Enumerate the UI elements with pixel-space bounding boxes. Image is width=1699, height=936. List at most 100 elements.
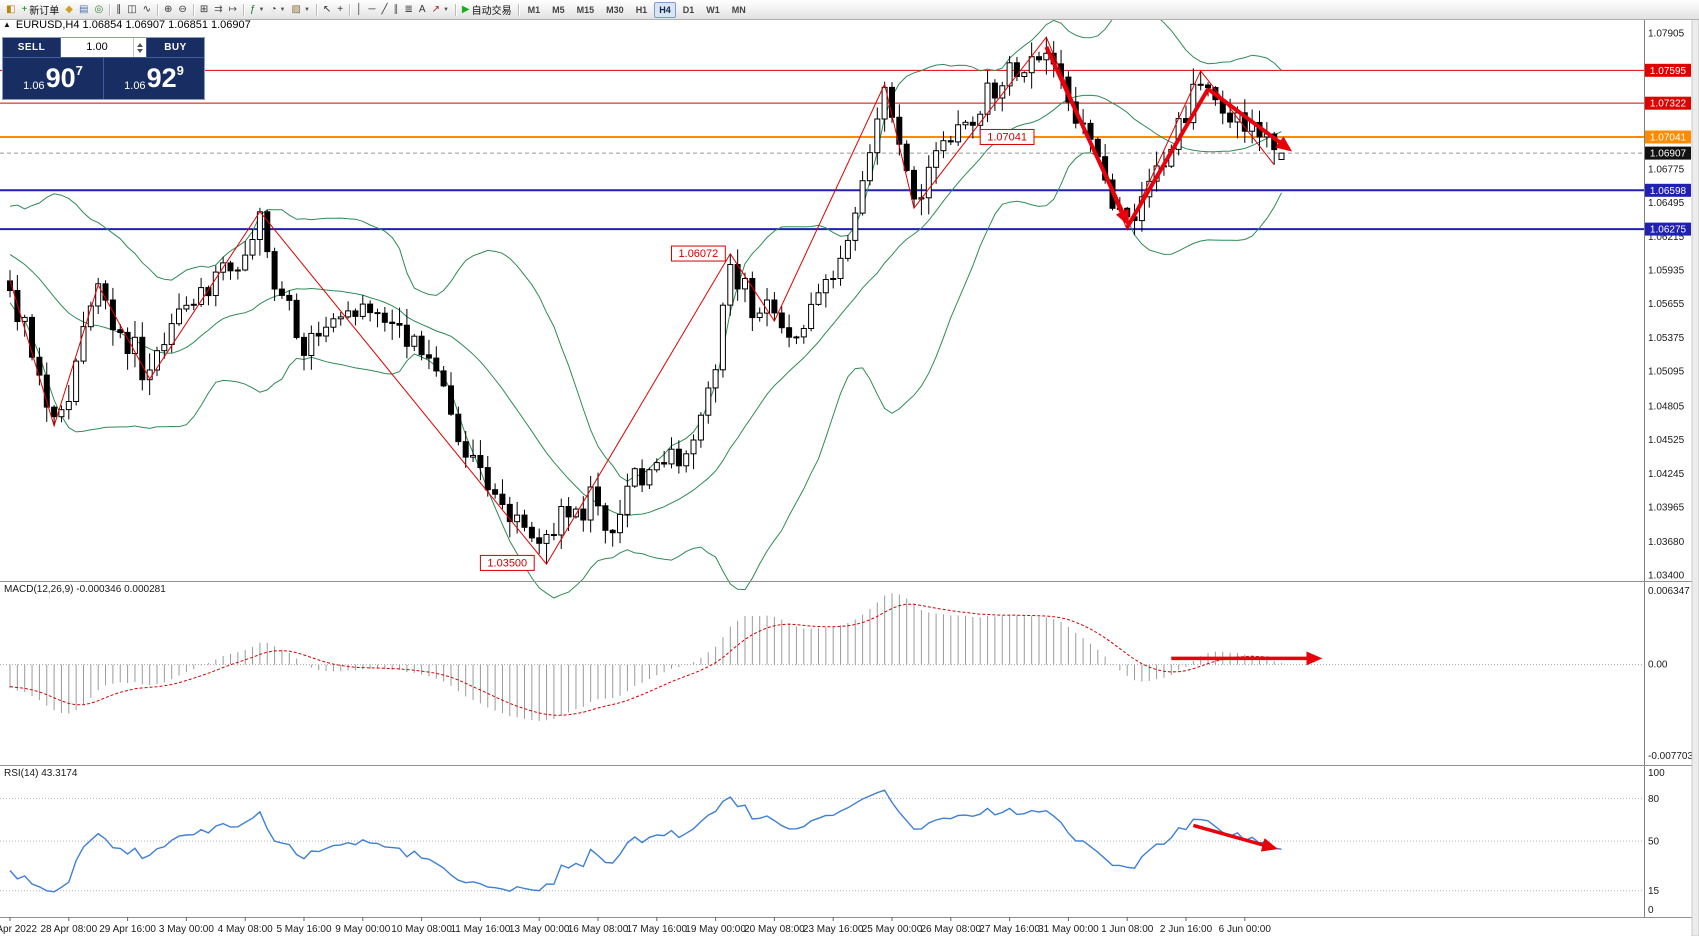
candle-body [852, 212, 859, 241]
zoom-in-button[interactable]: ⊕ [161, 3, 175, 17]
timeframe-m15[interactable]: M15 [576, 4, 595, 15]
trendline-button[interactable]: ╱ [378, 3, 390, 17]
market-watch-button[interactable]: ◆ [62, 3, 76, 17]
horizontal-line-button-icon: ─ [368, 3, 376, 15]
rsi-trend-arrow[interactable] [1192, 823, 1279, 852]
time-label: 2 Jun 16:00 [1160, 924, 1213, 935]
candle-body [602, 505, 609, 531]
annotation-1.07041[interactable]: 1.07041 [979, 128, 1035, 145]
time-label: 5 May 16:00 [276, 924, 331, 935]
horizontal-line-button[interactable]: ─ [365, 3, 378, 17]
svg-text:1.06072: 1.06072 [679, 248, 719, 260]
cursor-button[interactable]: ↖ [320, 3, 334, 17]
macd-signal-line[interactable] [9, 603, 1282, 716]
one-click-toggle-icon[interactable]: ▲ [3, 20, 11, 29]
volume-down-icon[interactable] [137, 48, 143, 53]
chart-shift-button[interactable]: ↦ [226, 3, 240, 17]
candle-body [558, 506, 565, 536]
price-axis-label: 1.07905 [1648, 29, 1685, 40]
templates-button[interactable]: ▨ ▼ [289, 3, 313, 17]
trend-arrow-1[interactable] [1044, 46, 1130, 227]
candle-body [433, 357, 440, 372]
rsi-line[interactable] [9, 789, 1282, 893]
arrows-button[interactable]: ↗ ▼ [429, 3, 452, 17]
buy-button[interactable]: BUY [147, 38, 204, 57]
text-button[interactable]: A [416, 3, 429, 17]
trend-arrow-2[interactable] [1125, 87, 1210, 229]
buy-price-display[interactable]: 1.06 92 9 [103, 58, 204, 99]
volume-field[interactable]: 1.00 [60, 38, 147, 57]
bollinger-lower-band[interactable] [9, 152, 1282, 599]
auto-scroll-button[interactable]: ⇉ [211, 3, 225, 17]
fibonacci-button[interactable]: ≣ [402, 3, 416, 17]
channel-button[interactable]: ∥ [391, 3, 402, 17]
candle-body [249, 239, 256, 256]
candle-body [1013, 62, 1020, 77]
volume-value[interactable]: 1.00 [86, 41, 108, 53]
sell-button[interactable]: SELL [3, 38, 60, 57]
candle-body [168, 323, 175, 346]
price-axis-label: 1.05375 [1648, 333, 1685, 344]
navigator-button-icon: ◎ [94, 3, 104, 15]
zoom-in-button-icon: ⊕ [164, 3, 173, 15]
zoom-out-button[interactable]: ⊖ [175, 3, 189, 17]
tile-windows-button[interactable]: ⊞ [197, 3, 211, 17]
candle-body [418, 335, 425, 356]
vertical-line-button[interactable]: │ [353, 3, 365, 17]
trend-arrow-3[interactable] [1206, 87, 1293, 152]
volume-stepper[interactable] [133, 38, 146, 57]
candle-body [1278, 152, 1285, 161]
trade-panel-header: SELL 1.00 BUY [3, 38, 204, 58]
candle-body [345, 310, 352, 318]
app-logo: ◧ [3, 3, 18, 17]
line-chart-button[interactable]: ∿ [140, 3, 154, 17]
periods-button[interactable]: ◔ ▼ [268, 3, 289, 17]
svg-text:1.07041: 1.07041 [987, 131, 1027, 143]
annotation-1.03500[interactable]: 1.03500 [479, 554, 535, 571]
candle-body [470, 455, 476, 458]
timeframe-m5[interactable]: M5 [552, 4, 565, 15]
candle-body [477, 455, 484, 468]
candle-body [697, 414, 704, 441]
timeframe-h1[interactable]: H1 [635, 4, 648, 15]
candle-body [205, 287, 212, 297]
timeframe-m1[interactable]: M1 [527, 4, 541, 15]
crosshair-button[interactable]: + [334, 3, 346, 17]
candle-body [521, 514, 528, 528]
annotation-1.06072[interactable]: 1.06072 [671, 245, 726, 262]
vertical-scrollbar[interactable] [1691, 17, 1699, 936]
candle-body [1197, 83, 1204, 86]
indicators-button[interactable]: ƒ ▼ [247, 3, 268, 17]
bollinger-upper-band[interactable] [9, 3, 1282, 482]
navigator-button[interactable]: ◎ [91, 3, 106, 17]
timeframe-mn[interactable]: MN [731, 4, 746, 15]
price-axis[interactable] [1644, 18, 1699, 936]
sell-price-display[interactable]: 1.06 90 7 [3, 58, 103, 99]
periods-button-icon: ◔ [270, 3, 277, 15]
candle-body [29, 316, 35, 358]
timeframe-h4[interactable]: H4 [654, 1, 676, 18]
bar-chart-button[interactable]: ∥ [113, 3, 124, 17]
candle-body [587, 486, 594, 521]
indicators-button-icon: ƒ [249, 3, 256, 15]
timeframe-d1[interactable]: D1 [682, 4, 695, 15]
candlestick-chart-button[interactable]: ◫ [124, 3, 139, 17]
candle-body [653, 462, 660, 471]
macd-histogram[interactable] [9, 593, 1283, 721]
timeframe-w1[interactable]: W1 [706, 4, 720, 15]
candle-body [51, 406, 58, 418]
timeframe-m30[interactable]: M30 [606, 4, 624, 15]
arrows-button-icon: ↗ [431, 3, 440, 15]
new-order-button[interactable]: + 新订单 [18, 3, 62, 18]
volume-up-icon[interactable] [137, 42, 143, 47]
cursor-button-icon: ↖ [322, 3, 332, 15]
chart-title: ▲ EURUSD,H4 1.06854 1.06907 1.06851 1.06… [3, 19, 251, 31]
candle-body [580, 508, 587, 521]
data-window-button[interactable]: ▤ [76, 3, 91, 17]
candle-body [881, 86, 888, 120]
candle-body [550, 534, 557, 536]
candle-body [301, 336, 307, 356]
autotrading-button[interactable]: ▶ 自动交易 [459, 3, 515, 18]
time-axis[interactable] [0, 918, 1699, 936]
